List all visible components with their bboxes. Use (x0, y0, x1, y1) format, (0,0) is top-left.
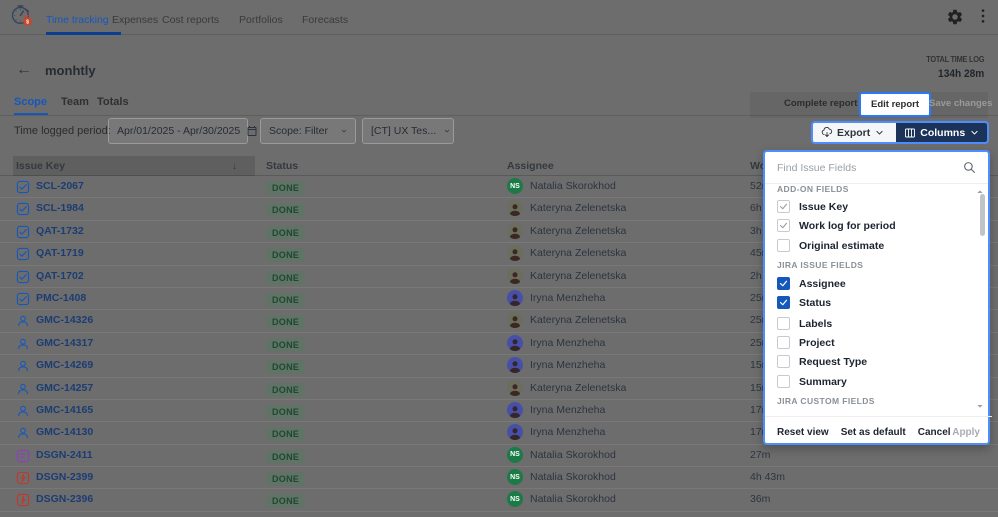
svg-text:$: $ (26, 20, 29, 26)
